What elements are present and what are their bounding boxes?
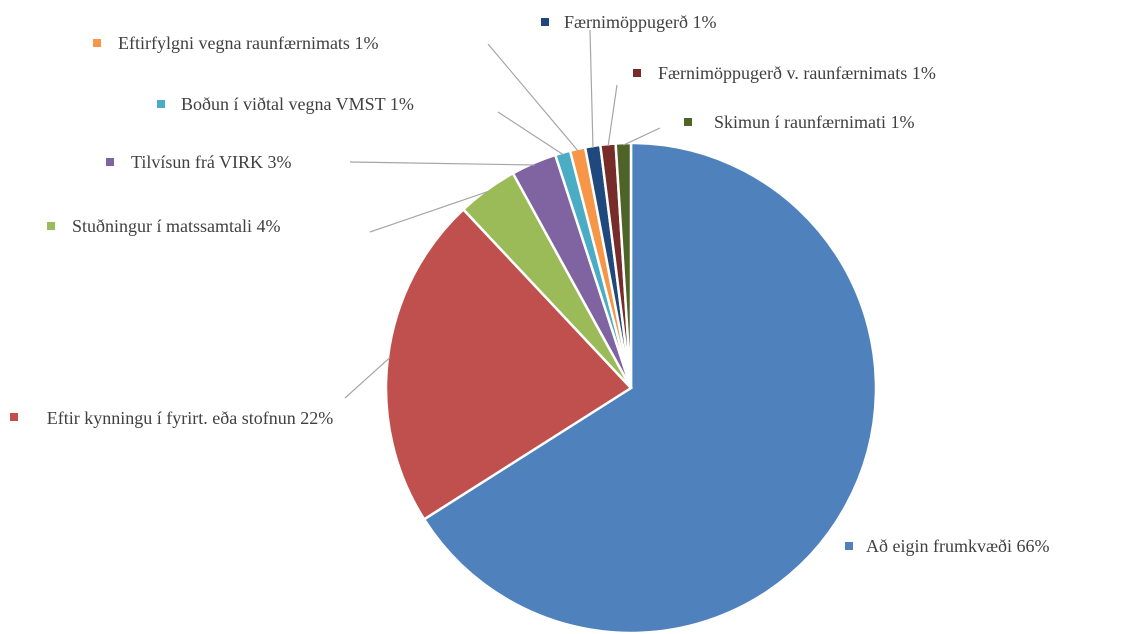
legend-marker (47, 222, 55, 230)
legend-marker (93, 39, 101, 47)
legend-marker (541, 18, 549, 26)
leader-line (607, 84, 618, 147)
category-name: Eftirfylgni vegna raunfærnimats (118, 33, 350, 53)
legend-marker (106, 158, 114, 166)
category-name: Færnimöppugerð v. raunfærnimats (658, 63, 908, 83)
slice-label: Færnimöppugerð 1% (564, 9, 717, 35)
legend-marker (684, 118, 692, 126)
category-name: Færnimöppugerð (564, 12, 688, 32)
slice-label: Að eigin frumkvæði 66% (866, 533, 1050, 559)
value-label: 4% (256, 216, 281, 236)
pie-slice (422, 141, 878, 634)
slice-label: Boðun í viðtal vegna VMST 1% (181, 91, 414, 117)
value-label: 1% (692, 12, 717, 32)
slice-label: Færnimöppugerð v. raunfærnimats 1% (658, 60, 936, 86)
value-label: 22% (300, 408, 334, 428)
leader-line (487, 43, 579, 152)
slice-label: Eftirfylgni vegna raunfærnimats 1% (118, 30, 378, 56)
legend-marker (10, 413, 18, 421)
leader-line (344, 357, 391, 399)
legend-marker (633, 69, 641, 77)
slice-label: Eftir kynningu í fyrirt. eða stofnun 22% (40, 405, 340, 431)
value-label: 1% (911, 63, 936, 83)
legend-marker (157, 100, 165, 108)
category-name: Eftir kynningu í fyrirt. eða stofnun (46, 408, 296, 428)
legend-marker (845, 542, 853, 550)
slice-label: Stuðningur í matssamtali 4% (72, 213, 281, 239)
leader-line (623, 127, 661, 146)
value-label: 1% (890, 112, 915, 132)
leader-line (349, 161, 535, 166)
value-label: 66% (1016, 536, 1050, 556)
value-label: 1% (354, 33, 379, 53)
pie-slice (384, 207, 633, 522)
value-label: 1% (389, 94, 414, 114)
category-name: Tilvísun frá VIRK (131, 152, 264, 172)
leader-line (369, 190, 489, 233)
leader-line (497, 111, 564, 156)
category-name: Boðun í viðtal vegna VMST (181, 94, 386, 114)
pie-slice (614, 141, 633, 389)
category-name: Stuðningur í matssamtali (72, 216, 252, 236)
value-label: 3% (267, 152, 292, 172)
leader-line (589, 29, 594, 149)
category-name: Skimun í raunfærnimati (714, 112, 886, 132)
category-name: Að eigin frumkvæði (866, 536, 1012, 556)
slice-label: Skimun í raunfærnimati 1% (714, 109, 914, 135)
slice-label: Tilvísun frá VIRK 3% (131, 149, 292, 175)
